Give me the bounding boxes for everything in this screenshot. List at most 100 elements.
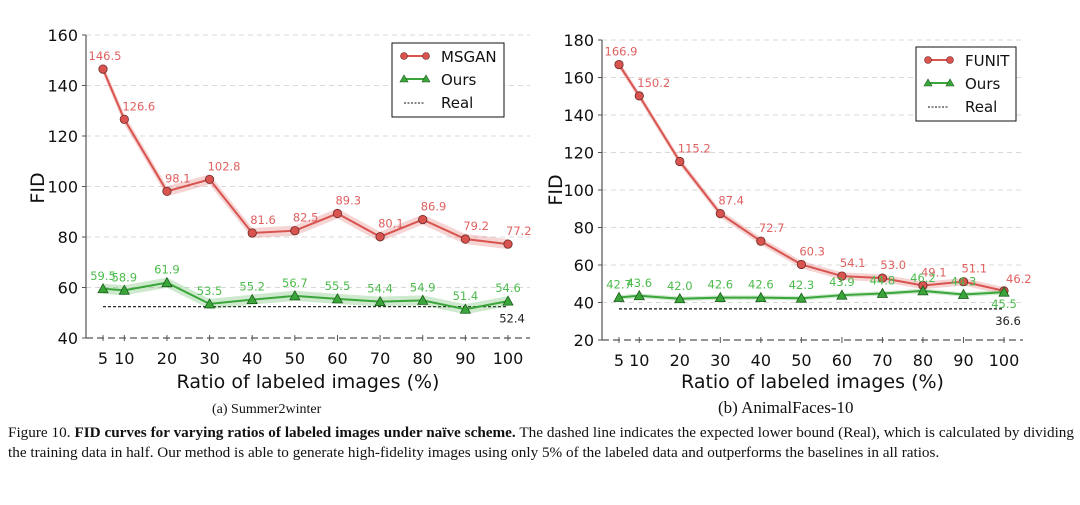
legend-item-real: Real: [404, 94, 473, 112]
x-tick-label: 80: [413, 349, 433, 368]
data-label: 43.9: [829, 275, 855, 289]
data-label: 56.7: [282, 276, 308, 290]
data-label: 89.3: [335, 194, 361, 208]
data-label: 42.0: [667, 279, 693, 293]
y-tick-label: 140: [563, 106, 594, 125]
x-tick-label: 90: [455, 349, 475, 368]
data-point: [998, 286, 1010, 297]
legend-swatch-marker: [399, 74, 409, 83]
y-tick-label: 80: [574, 219, 594, 238]
data-point: [917, 285, 929, 296]
data-point: [161, 276, 173, 288]
data-point: [614, 59, 624, 70]
y-tick-label: 100: [563, 181, 594, 200]
x-tick-label: 10: [114, 349, 134, 368]
y-tick-label: 60: [574, 256, 594, 275]
legend-item-real: Real: [928, 98, 997, 116]
data-point: [247, 228, 257, 238]
data-label: 80.1: [378, 217, 404, 231]
data-label: 42.7: [606, 277, 632, 291]
data-label: 53.5: [197, 284, 223, 298]
subcaption-a: (a) Summer2winter: [212, 402, 322, 417]
x-tick-label: 50: [285, 349, 305, 368]
data-label: 102.8: [208, 159, 241, 173]
data-label: 46.2: [910, 271, 936, 285]
data-label: 61.9: [154, 263, 180, 277]
x-tick-label: 60: [327, 349, 347, 368]
legend-label: Ours: [441, 71, 476, 89]
data-label: 87.4: [718, 194, 744, 208]
legend-item-ours: Ours: [923, 75, 1000, 93]
legend-swatch-marker: [923, 78, 933, 87]
x-tick-label: 70: [872, 351, 892, 370]
data-label: 59.5: [90, 269, 116, 283]
data-point: [460, 234, 470, 244]
y-axis-title: FID: [545, 174, 567, 205]
x-tick-label: 30: [710, 351, 730, 370]
data-label: 86.9: [421, 200, 447, 214]
legend: FUNIT Ours Real: [915, 46, 1017, 122]
data-label: 51.1: [961, 262, 987, 276]
legend-swatch-marker: [924, 56, 932, 64]
data-point: [876, 287, 889, 298]
x-tick-label: 80: [913, 351, 933, 370]
data-point: [836, 289, 848, 300]
legend-item-ours: Ours: [399, 71, 476, 89]
x-tick-label: 10: [629, 351, 649, 370]
data-label: 58.9: [112, 270, 138, 284]
data-point: [877, 273, 888, 283]
series-msgan: 146.5 126.6 98.1 102.8 81.6 82.5 89.3 80.1 86.9 7…: [89, 49, 532, 250]
data-point: [98, 64, 108, 74]
legend-swatch-marker: [421, 74, 431, 83]
x-tick-label: 50: [791, 351, 811, 370]
legend-label: Real: [965, 98, 997, 116]
data-label: 54.9: [410, 280, 436, 294]
data-label: 81.6: [250, 213, 276, 227]
data-point: [957, 288, 970, 299]
data-point: [714, 291, 726, 303]
data-label: 53.0: [880, 258, 906, 272]
x-tick-label: 70: [370, 349, 390, 368]
y-tick-label: 40: [574, 294, 594, 313]
legend: MSGAN Ours Real: [391, 42, 505, 118]
data-point: [634, 91, 644, 101]
data-point: [459, 303, 472, 314]
data-label: 42.6: [708, 278, 734, 292]
y-tick-label: 20: [574, 331, 594, 350]
y-tick-label: 60: [58, 279, 78, 298]
data-label: 54.1: [840, 256, 866, 270]
data-label: 79.2: [463, 219, 489, 233]
data-point: [674, 292, 686, 304]
real-baseline-label: 52.4: [499, 312, 525, 326]
data-point: [118, 284, 130, 295]
data-point: [418, 214, 428, 225]
data-point: [837, 271, 847, 281]
subcaption-b: (b) AnimalFaces-10: [718, 398, 854, 417]
data-label: 126.6: [122, 99, 155, 113]
data-label: 150.2: [637, 76, 670, 90]
data-point: [290, 226, 300, 236]
caption-body: The dashed line indicates the expected l…: [8, 424, 1074, 461]
data-point: [958, 277, 969, 287]
legend-item-msgan: MSGAN: [400, 48, 497, 66]
data-label: 51.4: [453, 289, 479, 303]
real-baseline-label: 36.6: [995, 314, 1021, 328]
data-label: 166.9: [605, 45, 638, 59]
caption-prefix: Figure 10.: [8, 424, 75, 441]
legend-label: Real: [441, 94, 473, 112]
data-point: [375, 232, 385, 242]
data-label: 77.2: [506, 224, 532, 238]
data-point: [374, 295, 386, 307]
data-point: [755, 291, 767, 303]
y-tick-label: 160: [47, 26, 78, 45]
data-point: [613, 291, 625, 302]
data-point: [417, 294, 429, 305]
series-ours: 42.743.6 42.0 42.6 42.6 42.3 43.9 44.8 46.2 44.3…: [606, 271, 1017, 311]
data-label: 55.2: [239, 280, 265, 294]
data-point: [796, 259, 806, 270]
chart-animalfaces10: 20 40 60 80 100 120 140 160 180 5 10 20 30 40 50 60 70 80…: [545, 31, 1032, 393]
data-label: 55.5: [325, 279, 351, 293]
data-label: 54.4: [367, 282, 393, 296]
data-label: 54.6: [495, 281, 521, 295]
data-label: 82.5: [293, 211, 319, 225]
